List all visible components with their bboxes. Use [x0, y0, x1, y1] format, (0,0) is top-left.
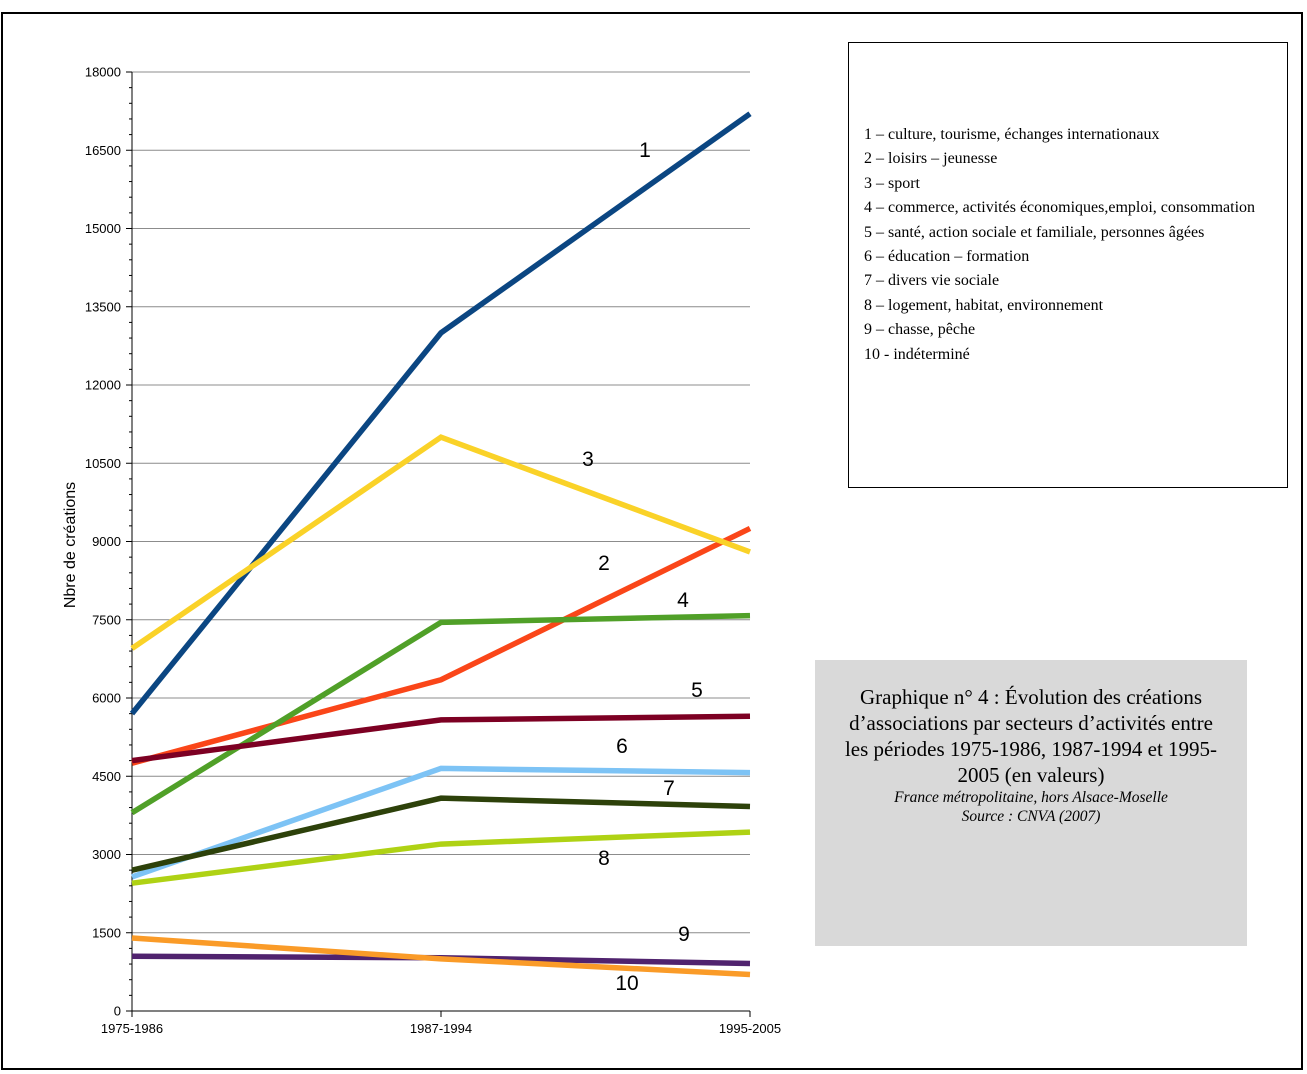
- series-label-5: 5: [691, 679, 703, 702]
- caption-box: Graphique n° 4 : Évolution des créations…: [815, 660, 1247, 946]
- series-line-5: [131, 713, 751, 764]
- chart-subtitle: France métropolitaine, hors Alsace-Mosel…: [894, 789, 1168, 806]
- series-line-6: [131, 765, 751, 880]
- series-label-7: 7: [663, 777, 675, 800]
- series-line-8: [131, 829, 751, 886]
- y-tick-label: 7500: [92, 612, 121, 627]
- y-tick-label: 13500: [85, 299, 121, 314]
- y-tick-label: 0: [114, 1004, 121, 1019]
- y-tick-label: 10500: [85, 456, 121, 471]
- legend-item: 6 – éducation – formation: [864, 248, 1030, 266]
- y-tick-label: 3000: [92, 847, 121, 862]
- series-label-6: 6: [616, 735, 628, 758]
- y-tick-label: 16500: [85, 143, 121, 158]
- chart-title: Graphique n° 4 : Évolution des créations…: [844, 685, 1218, 787]
- y-tick-label: 1500: [92, 925, 121, 940]
- y-tick-label: 15000: [85, 221, 121, 236]
- legend-item: 5 – santé, action sociale et familiale, …: [864, 223, 1205, 241]
- series-line-7: [131, 795, 751, 873]
- series-label-2: 2: [598, 552, 610, 575]
- legend: 1 – culture, tourisme, échanges internat…: [848, 42, 1288, 488]
- series-line-10: [131, 935, 751, 978]
- y-tick-label: 4500: [92, 769, 121, 784]
- series-label-10: 10: [615, 972, 638, 995]
- series-label-8: 8: [598, 847, 610, 870]
- series-label-1: 1: [639, 139, 651, 162]
- y-tick-label: 6000: [92, 691, 121, 706]
- axes: 0 1500 3000 4500 6000 7500 9000 10500 12000 13500…: [85, 65, 781, 1037]
- series-line-2: [131, 525, 752, 766]
- series-line-3: [130, 434, 751, 651]
- y-tick-label: 18000: [85, 65, 121, 80]
- legend-item: 9 – chasse, pêche: [864, 321, 976, 339]
- y-tick-label: 9000: [92, 534, 121, 549]
- legend-list: 1 – culture, tourisme, échanges internat…: [864, 123, 1279, 367]
- x-tick-label: 1975-1986: [101, 1021, 163, 1036]
- x-tick-label: 1995-2005: [719, 1021, 781, 1036]
- gridlines: [132, 71, 750, 934]
- legend-item: 1 – culture, tourisme, échanges internat…: [864, 126, 1160, 143]
- series-label-4: 4: [677, 589, 689, 612]
- x-tick-label: 1987-1994: [410, 1021, 472, 1036]
- series-line-4: [130, 612, 751, 816]
- legend-item: 4 – commerce, activités économiques,empl…: [864, 199, 1256, 217]
- series-labels: 1 2 3 4 5 6 7 8 9 10: [582, 139, 703, 995]
- legend-item: 3 – sport: [864, 174, 920, 192]
- y-tick-label: 12000: [85, 378, 121, 393]
- series-label-3: 3: [582, 448, 594, 471]
- legend-item: 8 – logement, habitat, environnement: [864, 296, 1104, 314]
- series-line-1: [129, 111, 752, 716]
- y-axis-title: Nbre de créations: [62, 482, 79, 608]
- series-lines: [129, 111, 752, 978]
- legend-item: 2 – loisirs – jeunesse: [864, 150, 998, 168]
- series-label-9: 9: [678, 923, 690, 946]
- chart-source: Source : CNVA (2007): [961, 808, 1101, 825]
- legend-item: 10 - indéterminé: [864, 345, 970, 363]
- legend-item: 7 – divers vie sociale: [864, 272, 1000, 290]
